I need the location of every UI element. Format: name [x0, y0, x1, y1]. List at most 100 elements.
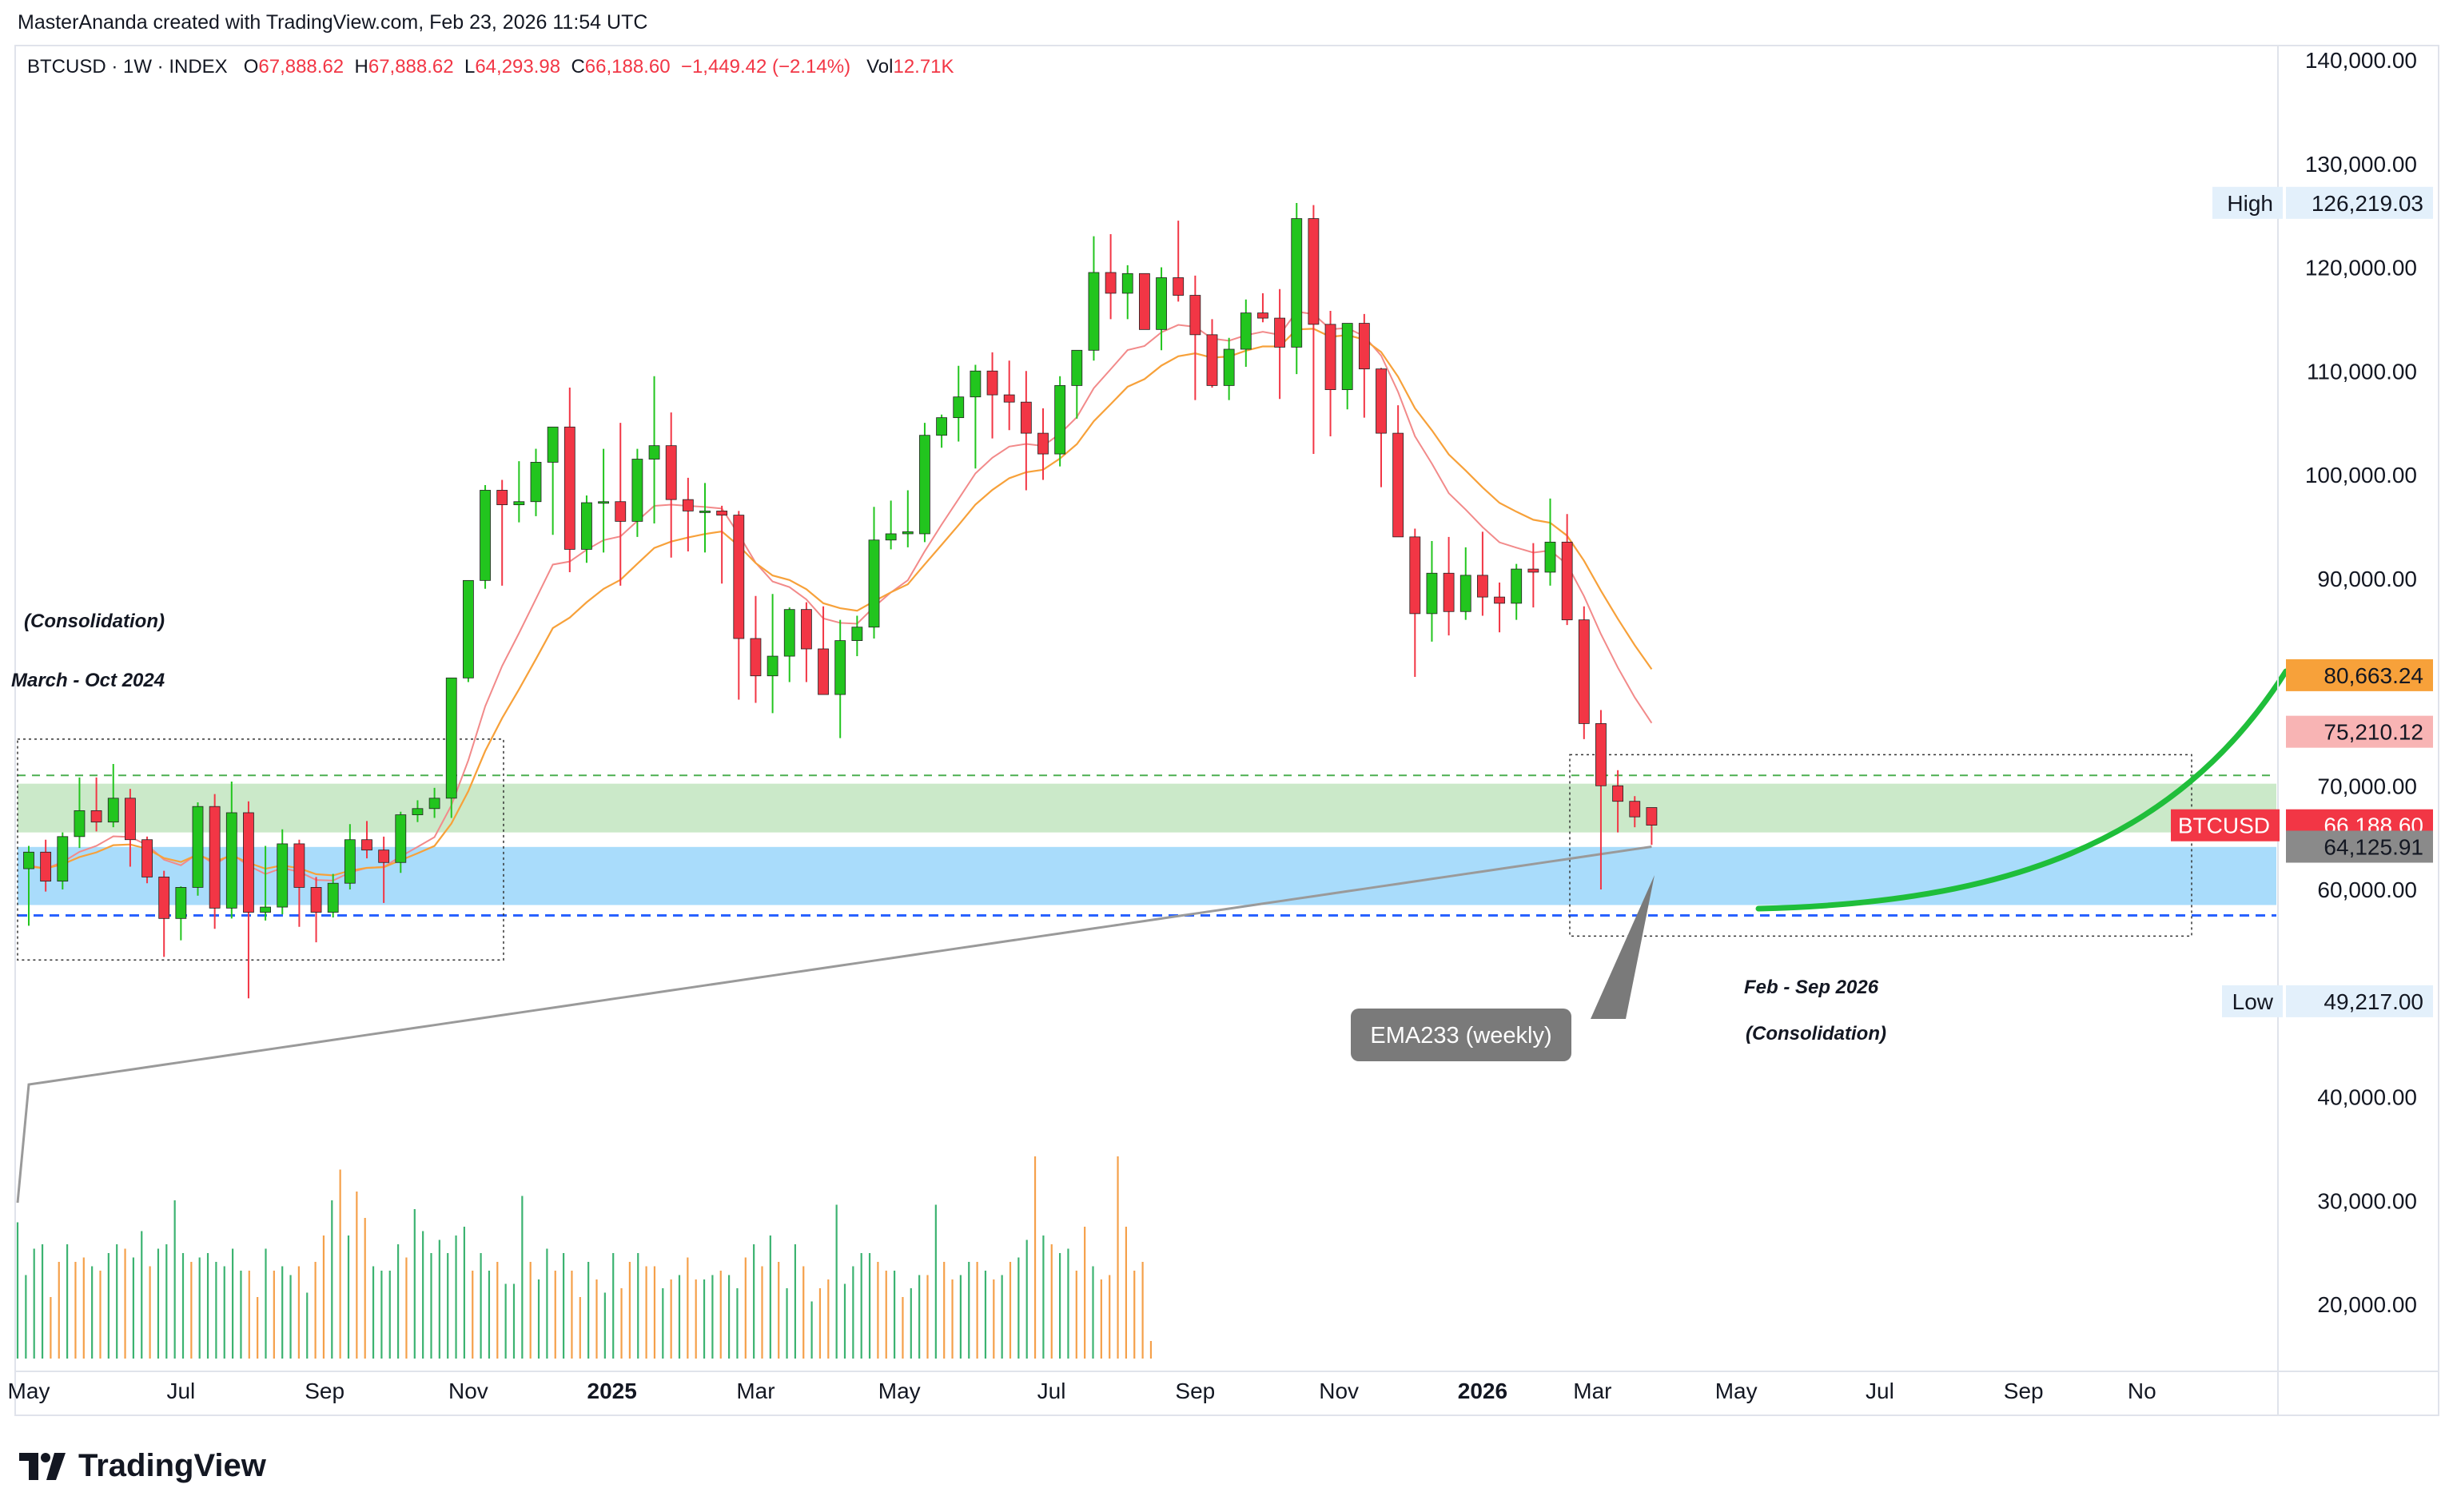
time-tick-label: No [2128, 1379, 2156, 1403]
price-chart[interactable]: EMA233 (weekly) 140,000.00 130,000.00 120,… [0, 0, 2449, 1438]
candle [1612, 770, 1623, 833]
time-tick-label: May [8, 1379, 50, 1403]
candle [530, 448, 542, 516]
right-consolidation-title: (Consolidation) [1746, 1023, 1886, 1044]
candle [1595, 710, 1607, 889]
candle-body [395, 814, 407, 863]
symbol-price-tag: BTCUSD [2178, 814, 2270, 838]
green-zone [18, 783, 2276, 833]
candle [1088, 236, 1100, 361]
candle-body [1308, 218, 1320, 325]
candle [57, 832, 69, 889]
price-tick-label: 100,000.00 [2305, 463, 2417, 487]
low-label-tag-bg [2222, 985, 2283, 1017]
candle-body [1578, 619, 1590, 724]
candle-body [209, 806, 221, 909]
candle [1459, 547, 1471, 620]
candle-body [970, 370, 982, 398]
candle [209, 794, 221, 929]
candle-body [107, 798, 119, 823]
candle [1037, 408, 1049, 480]
candle-body [1544, 541, 1556, 573]
change-value: −1,449.42 (−2.14%) [680, 56, 851, 78]
price-tags: 126,219.03High80,663.2475,210.1266,188.6… [2171, 186, 2433, 1017]
high-price-tag: 126,219.03 [2312, 191, 2423, 216]
candle [158, 870, 170, 957]
candle-body [141, 839, 153, 877]
candle [1274, 288, 1285, 400]
candle [277, 829, 289, 915]
candle-body [851, 627, 863, 641]
candle-body [428, 798, 440, 810]
price-axis[interactable]: 140,000.00 130,000.00 120,000.00 110,000.00… [2277, 45, 2417, 1416]
candle [40, 839, 52, 892]
candle-body [648, 445, 660, 460]
candle-body [615, 501, 627, 522]
candle-body [1105, 272, 1117, 294]
candle-body [378, 850, 390, 863]
candle-body [1088, 272, 1100, 351]
tradingview-logo[interactable]: TradingView [19, 1448, 266, 1484]
low-price-tag-bg [2286, 985, 2433, 1017]
candle [395, 811, 407, 873]
candle [361, 821, 372, 859]
candle-body [885, 533, 897, 541]
candle [1054, 376, 1066, 467]
candle [581, 495, 592, 563]
candle-body [1257, 312, 1268, 319]
candle [986, 352, 998, 439]
candle-body [1223, 348, 1235, 386]
candle [74, 777, 86, 849]
candle [699, 483, 711, 553]
candle-body [90, 810, 102, 823]
candle-body [40, 851, 52, 882]
candle [1494, 582, 1505, 633]
right-consolidation-range: Feb - Sep 2026 [1744, 977, 1879, 998]
time-tick-label: 2026 [1458, 1379, 1507, 1403]
candle [1071, 349, 1083, 419]
candle-body [801, 609, 812, 650]
time-tick-label: Jul [166, 1379, 195, 1403]
candle-body [496, 490, 508, 506]
price-tick-label: 130,000.00 [2305, 152, 2417, 177]
price-tick-label: 90,000.00 [2317, 567, 2417, 591]
candle-body [834, 640, 846, 695]
candle-body [344, 839, 356, 884]
candle-body [243, 812, 254, 913]
ema-a-price-tag-bg [2286, 659, 2433, 691]
blue-zone [18, 846, 2276, 905]
candle-body [1511, 568, 1523, 604]
candle [851, 615, 863, 657]
candle-body [1173, 277, 1185, 296]
time-tick-label: Sep [2004, 1379, 2044, 1403]
ema-a-price-tag: 80,663.24 [2324, 663, 2423, 688]
candle [716, 505, 728, 584]
candle [327, 873, 339, 918]
chart-attribution: MasterAnanda created with TradingView.co… [18, 11, 648, 34]
candle-body [1240, 312, 1252, 350]
candle [818, 606, 829, 695]
candle-body [1020, 401, 1032, 434]
candle [412, 800, 424, 822]
candle-body [57, 836, 69, 882]
candle-body [1494, 596, 1505, 604]
candles[interactable] [23, 203, 1658, 999]
candle-body [1324, 324, 1336, 391]
candle-body [1341, 323, 1353, 391]
candle [90, 777, 102, 832]
time-axis[interactable]: May Jul Sep Nov 2025 Mar May Jul Sep Nov 2026 Mar Ma… [8, 1371, 2438, 1403]
candle [1527, 543, 1539, 608]
candle [1173, 221, 1185, 302]
candle [902, 490, 914, 547]
candle-body [310, 887, 322, 913]
candle [310, 877, 322, 943]
candle [1358, 313, 1370, 418]
candle [682, 477, 694, 552]
time-tick-label: Mar [1573, 1379, 1611, 1403]
price-tick-label: 140,000.00 [2305, 48, 2417, 73]
candle [1477, 531, 1488, 616]
candle [1426, 541, 1438, 642]
candle-body [260, 906, 272, 913]
volume-label: Vol [866, 56, 894, 78]
price-tick-label: 40,000.00 [2317, 1085, 2417, 1110]
